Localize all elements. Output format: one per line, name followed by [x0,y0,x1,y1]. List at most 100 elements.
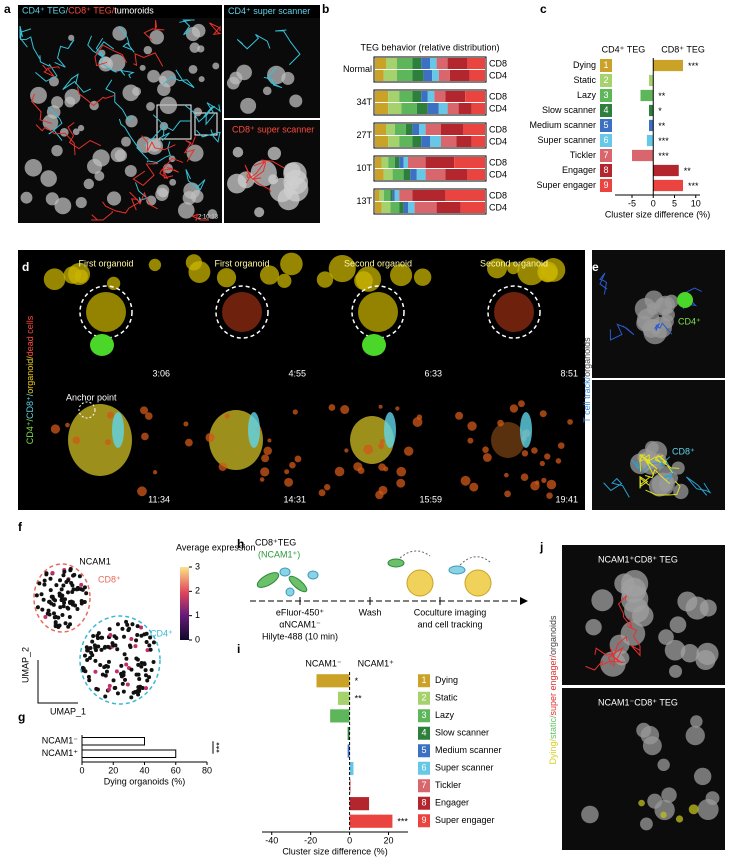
timestamp: 11:34 [148,494,170,504]
bar-segment [408,202,415,213]
tcell [112,412,124,448]
bar-segment [408,157,426,168]
bar-segment [375,136,389,147]
blob [546,492,553,499]
umap-point [96,644,101,649]
title-bar [18,5,222,18]
significance: *** [214,742,224,753]
blob [634,297,657,320]
umap-point [138,684,143,689]
blob [677,591,698,612]
umap-point [115,622,120,627]
group-outline [373,122,487,149]
bar-segment [445,169,468,180]
bar-segment [463,124,485,135]
umap-point [114,669,119,674]
cell [387,558,405,568]
blob [378,443,385,449]
bar-segment [412,136,422,147]
blob [664,639,686,661]
umap-point [136,662,141,667]
cell-track [252,159,285,180]
x-axis-title: Cluster size difference (%) [605,209,710,219]
x-tick-label: 20 [384,835,394,845]
umap-point [107,683,112,688]
umap-point [115,691,120,696]
group-label: 27T [356,130,372,140]
organoid [464,569,492,597]
cell-track [209,22,222,36]
y-tick-label: Super engager [536,180,596,190]
badge-number: 2 [421,693,426,703]
umap-point [129,667,134,672]
bar [347,726,350,741]
cell-track [76,86,116,107]
blob [685,725,705,746]
organoid [358,292,398,332]
bar-segment [388,103,402,114]
umap-point [61,573,66,578]
cell-track [35,55,58,82]
umap-point [108,632,113,637]
title-bar [224,5,320,18]
bar-segment [445,91,466,102]
blob [75,197,87,209]
cell-track [631,459,663,473]
umap-point [72,572,77,577]
blob [260,467,270,477]
blob [507,261,520,275]
umap-point [51,596,56,601]
umap-point [103,673,108,678]
blob [121,136,132,147]
umap-point [136,672,141,677]
bar-segment [432,70,439,81]
blob [64,96,76,108]
umap-point [124,656,129,661]
cell-track [641,454,655,476]
axis-title: UMAP_2 [20,647,30,683]
umap-point [58,578,63,583]
tcell [384,412,396,448]
cells-diagram [250,550,528,605]
umap-point [84,645,89,650]
channel: dead cells [25,315,35,356]
cluster-label: CD4⁺ [150,628,173,638]
umap-point [93,669,98,674]
bar-segment [438,103,448,114]
timestamp: 4:55 [288,368,306,378]
blob [262,86,272,96]
blob [40,170,57,187]
blob [68,34,75,41]
blob [416,414,423,420]
umap-point [139,664,144,669]
blob [460,475,471,486]
umap-point [144,640,149,645]
umap-point [42,578,47,583]
blob [122,84,140,102]
umap-point [53,620,58,625]
badge [418,779,430,793]
cell-track [160,157,184,173]
bar [81,737,145,746]
blob [567,419,573,425]
cell-track [205,102,221,126]
cell-track [47,106,63,141]
legend-label: Tickler [435,780,461,790]
umap-point [147,643,152,648]
channel: organoids [548,615,558,655]
tcell [677,292,693,308]
blob [280,252,303,276]
column-header: NCAM1⁺ [358,658,395,668]
panel-letter: j [539,540,543,554]
organoid [350,416,394,464]
blob [254,207,265,218]
badge-number: 8 [421,798,426,808]
blob [232,146,244,158]
cell-track [275,29,301,66]
x-axis-title: Dying organoids (%) [104,776,186,786]
blob [54,197,72,215]
umap-point [66,590,71,595]
bar-segment [405,124,413,135]
blob [263,446,272,456]
blob [294,455,302,463]
